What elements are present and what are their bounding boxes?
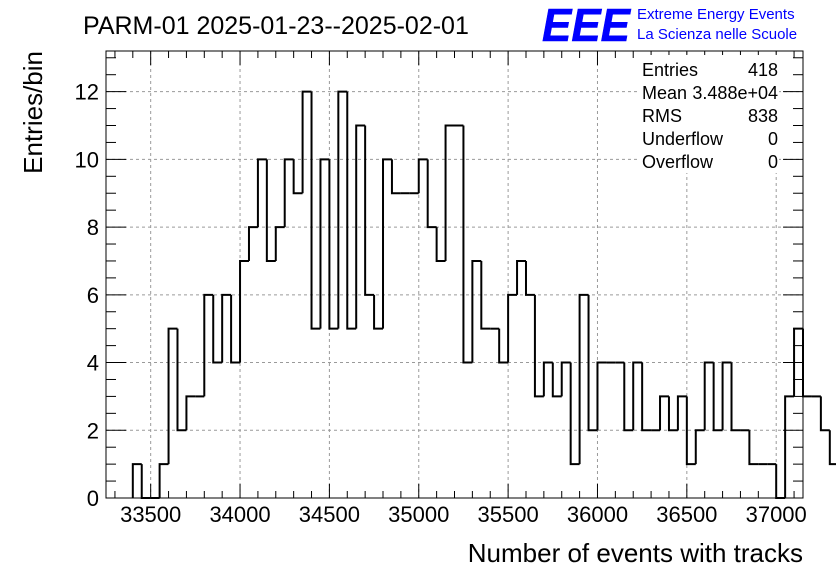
histogram-bin	[221, 293, 232, 363]
chart-title: PARM-01 2025-01-23--2025-02-01	[83, 12, 469, 40]
histogram-bin	[480, 260, 491, 330]
histogram-bin	[819, 396, 830, 432]
x-tick-label: 34000	[209, 502, 270, 527]
y-tick-label: 0	[87, 486, 99, 511]
histogram-bin	[551, 362, 562, 398]
stats-value: 0	[768, 152, 778, 172]
histogram-bin	[587, 294, 598, 432]
eee-logo-mark: EEE	[542, 0, 631, 51]
histogram-bin	[444, 124, 455, 261]
histogram-bin	[417, 158, 428, 194]
histogram-bin	[498, 328, 509, 364]
histogram-bin	[685, 396, 696, 466]
histogram-bin	[212, 294, 223, 364]
histogram-bin	[435, 227, 446, 262]
histogram-bin	[265, 159, 276, 262]
histogram-bin	[524, 260, 535, 296]
histogram-bin	[337, 90, 348, 329]
histogram-bin	[167, 327, 178, 465]
histogram-bin	[676, 395, 687, 431]
histogram-bin	[703, 361, 714, 431]
histogram-bin	[390, 159, 401, 195]
y-tick-label: 10	[75, 147, 99, 172]
stats-label: Mean	[642, 83, 687, 103]
stats-value: 0	[768, 129, 778, 149]
histogram-bin	[578, 293, 589, 465]
stats-label: Overflow	[642, 152, 714, 172]
histogram-bin	[641, 362, 652, 432]
histogram-bin	[694, 429, 705, 465]
y-tick-label: 6	[87, 283, 99, 308]
histogram-bin	[533, 294, 544, 398]
histogram-bin	[176, 328, 187, 432]
histogram-bin	[185, 395, 196, 431]
histogram-bin	[319, 158, 330, 329]
y-tick-label: 8	[87, 215, 99, 240]
histogram-bin	[721, 361, 732, 431]
histogram-bin	[230, 294, 241, 364]
stats-box: Entries 418 Mean 3.488e+04 RMS 838 Underflow 0 O…	[638, 55, 779, 173]
histogram-bin	[471, 259, 482, 363]
histogram-bin	[712, 362, 723, 432]
axis-ticks	[106, 51, 803, 499]
histogram-bin	[560, 361, 571, 397]
histogram-bin	[364, 125, 375, 296]
histogram-bin	[328, 159, 339, 330]
eee-logo: EEE Extreme Energy Events La Scienza nel…	[542, 0, 797, 51]
y-tick-label: 12	[75, 80, 99, 105]
logo-line-1: Extreme Energy Events	[637, 6, 795, 23]
stats-label: Underflow	[642, 129, 724, 149]
histogram-bin	[203, 293, 214, 397]
histogram-bin	[292, 159, 303, 195]
histogram-bin	[256, 158, 267, 228]
histogram-bin	[239, 259, 249, 363]
histogram-bin	[426, 159, 437, 229]
histogram-bin	[748, 430, 759, 466]
stats-label: Entries	[642, 60, 698, 80]
x-tick-label: 35500	[478, 502, 539, 527]
x-tick-labels: 33500 34000 34500 35000 35500 36000 36500 37000	[120, 502, 807, 527]
histogram-bin	[247, 226, 258, 261]
histogram-bin	[355, 124, 366, 329]
histogram-bin	[542, 361, 553, 397]
histogram-bin	[301, 90, 312, 194]
histogram-bin	[596, 361, 607, 431]
histogram-bin	[659, 395, 669, 431]
y-tick-label: 2	[87, 418, 99, 443]
histogram-bin	[310, 91, 321, 330]
histogram-bin	[131, 463, 142, 498]
histogram-bin	[507, 293, 518, 363]
x-tick-label: 35000	[388, 502, 449, 527]
stats-value: 3.488e+04	[692, 83, 778, 103]
histogram-bin	[158, 463, 169, 498]
histogram-bin	[784, 395, 795, 498]
histogram-bin	[730, 362, 741, 432]
x-tick-label: 33500	[120, 502, 181, 527]
histogram-bin	[382, 158, 392, 329]
histogram-bin	[632, 361, 643, 431]
stats-value: 838	[748, 106, 778, 126]
y-axis-title: Entries/bin	[18, 51, 48, 174]
stats-background	[638, 55, 779, 173]
stats-label: RMS	[642, 106, 682, 126]
x-tick-label: 36500	[656, 502, 717, 527]
stats-value: 418	[748, 60, 778, 80]
y-tick-label: 4	[87, 351, 99, 376]
x-axis-title: Number of events with tracks	[468, 538, 803, 568]
histogram-bin	[623, 362, 634, 432]
x-tick-label: 37000	[746, 502, 807, 527]
y-tick-labels: 0 2 4 6 8 10 12	[75, 80, 99, 511]
x-tick-label: 36000	[567, 502, 628, 527]
logo-line-2: La Scienza nelle Scuole	[637, 26, 797, 43]
histogram-bin	[373, 294, 384, 330]
histogram-bin	[462, 125, 473, 364]
histogram-bin	[346, 91, 357, 330]
x-tick-label: 34500	[299, 502, 360, 527]
histogram-bin	[569, 362, 580, 466]
histogram-bin	[274, 226, 285, 261]
histogram-bin	[283, 158, 294, 228]
histogram-bin	[667, 396, 678, 432]
histogram-bin	[516, 259, 526, 295]
